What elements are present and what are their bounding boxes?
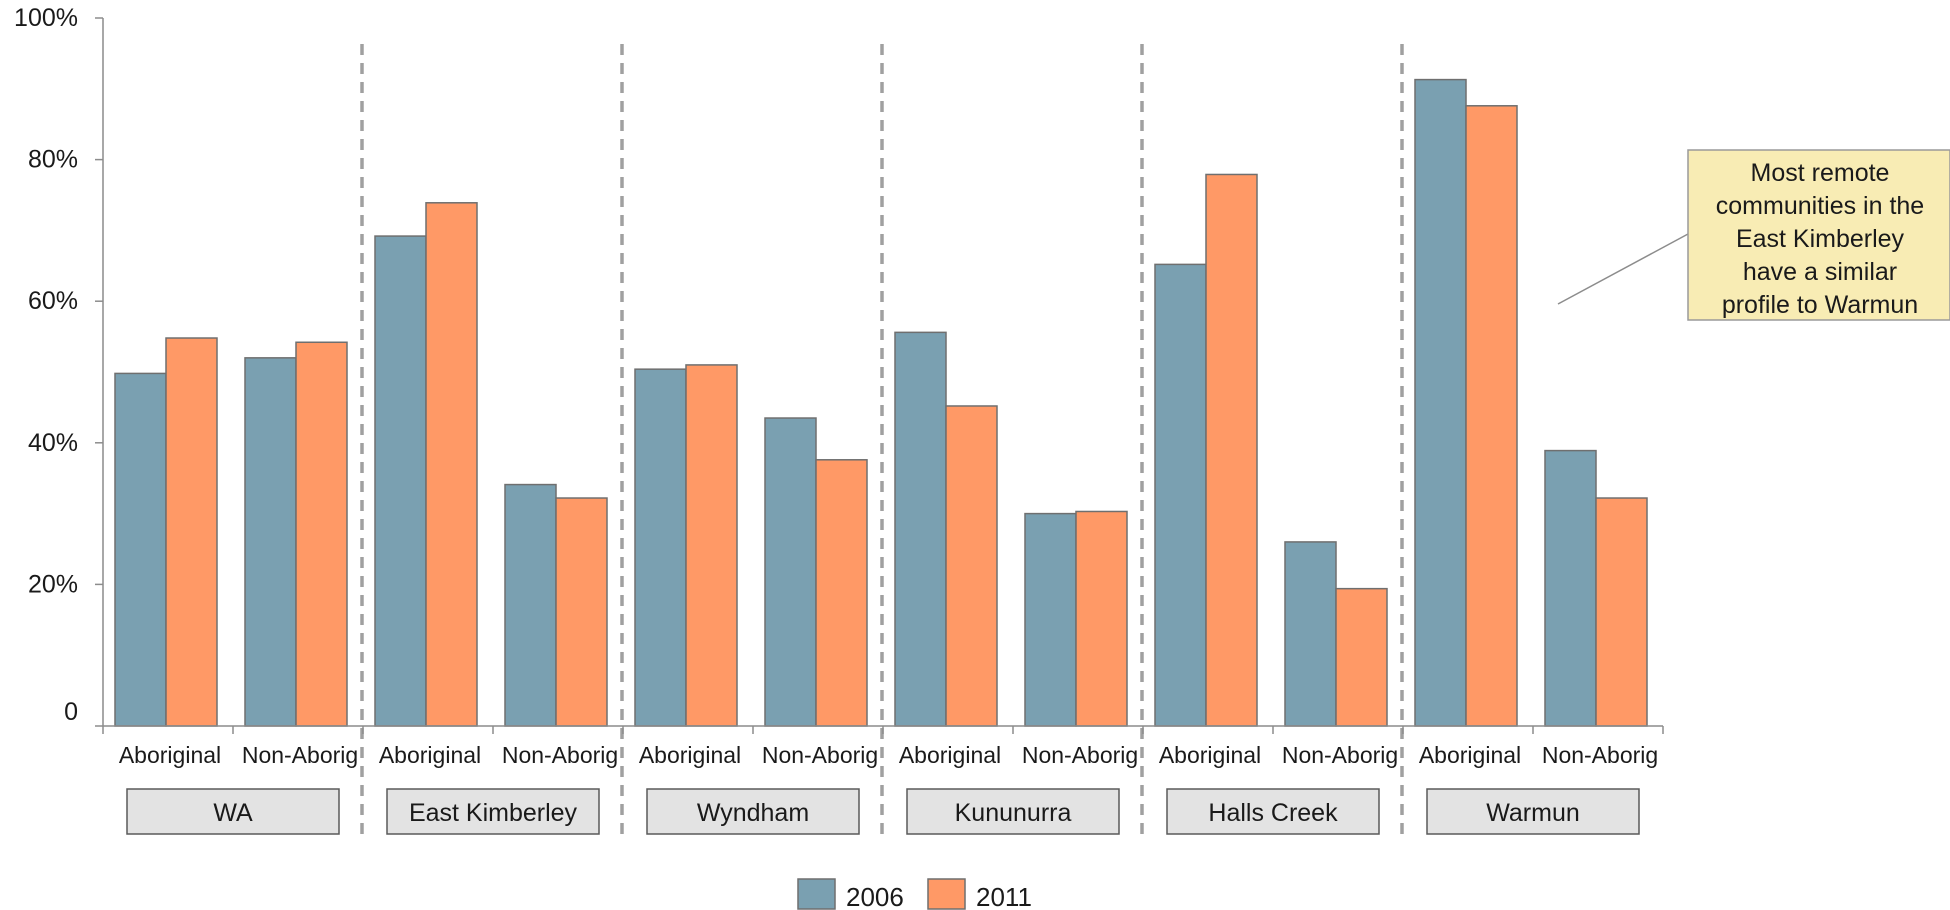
bar-2011-3 (425, 202, 478, 727)
x-category-label: Non-Aborig (502, 742, 618, 768)
group-label-box (646, 788, 860, 835)
group-label: WA (213, 799, 253, 827)
bar-2011-11 (1465, 105, 1518, 727)
y-tick-label: 0 (64, 698, 78, 726)
y-tick-label: 20% (28, 570, 78, 598)
bar-2011-9 (1205, 173, 1258, 727)
x-axis: Aboriginal Non-Aborig Aboriginal Non-Aborig… (102, 725, 1664, 768)
group-label: East Kimberley (409, 799, 578, 827)
x-category-label: Aboriginal (379, 742, 481, 768)
bar-2011-7 (945, 405, 998, 727)
group-label-box (386, 788, 600, 835)
bar-2011-1 (165, 337, 218, 727)
annotation-text-line: communities in the (1716, 192, 1924, 220)
bar-2006-2 (244, 357, 297, 727)
y-tick-label: 100% (14, 4, 78, 32)
x-category-label: Aboriginal (119, 742, 221, 768)
x-category-label: Non-Aborig (242, 742, 358, 768)
bar-2011-12 (1595, 497, 1648, 727)
x-category-label: Non-Aborig (1022, 742, 1138, 768)
x-category-label: Non-Aborig (762, 742, 878, 768)
legend-swatch-2011 (927, 878, 966, 910)
bar-2006-11 (1414, 78, 1467, 727)
annotation: Most remote communities in the East Kimber… (1557, 149, 1950, 321)
annotation-text-line: East Kimberley (1736, 225, 1905, 253)
annotation-box (1687, 149, 1950, 321)
group-label: Kununurra (955, 799, 1072, 827)
bars (114, 78, 1648, 727)
y-tick-label: 40% (28, 429, 78, 457)
legend: 2006 2011 (797, 878, 1032, 910)
x-category-label: Non-Aborig (1542, 742, 1658, 768)
y-tick-label: 60% (28, 287, 78, 315)
legend-label-2006: 2006 (846, 882, 904, 910)
bar-2006-5 (634, 368, 687, 727)
x-category-label: Aboriginal (899, 742, 1001, 768)
x-category-label: Non-Aborig (1282, 742, 1398, 768)
bar-2006-4 (504, 483, 557, 727)
x-category-label: Aboriginal (1159, 742, 1261, 768)
group-label-box (126, 788, 340, 835)
bar-2011-6 (815, 459, 868, 727)
x-category-label: Aboriginal (1419, 742, 1521, 768)
bar-2006-7 (894, 331, 947, 727)
group-label-box (1166, 788, 1380, 835)
bar-2011-10 (1335, 587, 1388, 727)
bar-2006-3 (374, 235, 427, 727)
group-label: Wyndham (697, 799, 809, 827)
x-category-label: Aboriginal (639, 742, 741, 768)
group-label-box (1426, 788, 1640, 835)
bar-2006-10 (1284, 541, 1337, 727)
bar-2011-2 (295, 341, 348, 727)
bar-2011-5 (685, 364, 738, 727)
annotation-text-line: have a similar (1743, 258, 1897, 286)
legend-label-2011: 2011 (976, 882, 1032, 910)
group-labels: WA East Kimberley Wyndham Kununurra Halls Cr… (126, 788, 1640, 835)
annotation-text-line: Most remote (1751, 159, 1890, 187)
y-axis: 0 20% 40% 60% 80% 100% (14, 4, 104, 727)
bar-2006-1 (114, 372, 167, 727)
y-tick-label: 80% (28, 146, 78, 174)
annotation-leader-line (1557, 233, 1689, 305)
group-label: Halls Creek (1208, 799, 1338, 827)
bar-2006-9 (1154, 263, 1207, 727)
bar-2011-8 (1075, 510, 1128, 727)
bar-2006-12 (1544, 449, 1597, 727)
bar-2006-6 (764, 417, 817, 727)
bar-2011-4 (555, 497, 608, 727)
legend-swatch-2006 (797, 878, 836, 910)
bar-2006-8 (1024, 512, 1077, 727)
annotation-text-line: profile to Warmun (1722, 291, 1918, 319)
group-label-box (906, 788, 1120, 835)
group-label: Warmun (1486, 799, 1580, 827)
